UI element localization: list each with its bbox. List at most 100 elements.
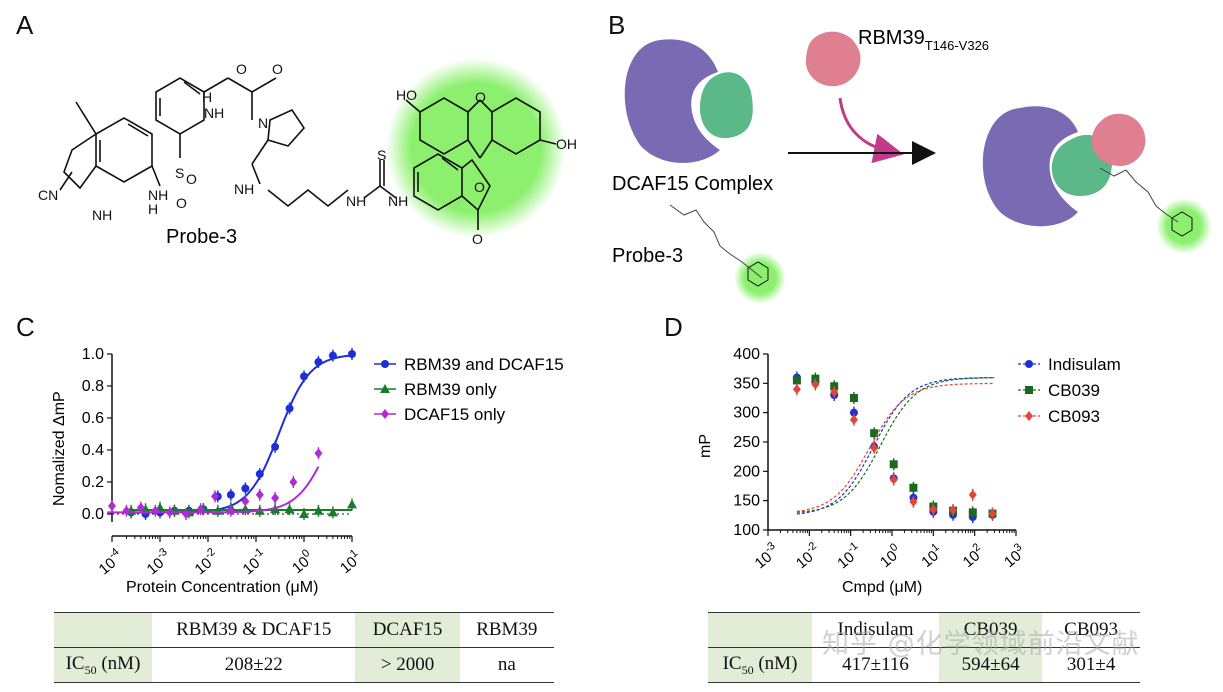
- atom-cn: CN: [38, 187, 58, 203]
- probe-3-mini-bound: [1099, 167, 1212, 254]
- chart-c-point-series-2: [122, 505, 131, 516]
- chart-c-xtick-label: 101: [335, 547, 365, 577]
- chart-d-point-series-2: [792, 384, 801, 395]
- chart-c-point-series-1: [299, 509, 309, 518]
- chart-c-ytick-label: 0.6: [82, 410, 104, 427]
- chart-d-ytick-label: 350: [733, 375, 760, 392]
- chart-d-point-series-2: [968, 489, 977, 500]
- chart-d-xtick-label: 10-3: [750, 540, 783, 572]
- chart-c-xlabel: Protein Concentration (μM): [126, 579, 318, 596]
- probe-label-b: Probe-3: [612, 245, 683, 267]
- chart-c-point-series-1: [140, 504, 151, 514]
- atom-nh-indole: NH: [92, 207, 112, 223]
- chart-d-ytick-label: 100: [733, 522, 760, 539]
- chart-c-point-series-2: [314, 448, 323, 459]
- atom-s-thio: S: [377, 147, 386, 163]
- table-c-value-rbm39-dcaf15: 208±22: [152, 647, 356, 683]
- chart-c-xtick-label: 10-2: [190, 546, 223, 578]
- table-d-header-empty: [708, 612, 812, 648]
- chart-d-xtick-label: 100: [875, 541, 905, 571]
- probe-label-a: Probe-3: [166, 226, 237, 248]
- atom-o-lactone: O: [474, 179, 485, 195]
- panel-label-d: D: [664, 312, 683, 342]
- chart-c-legend-label-1: RBM39 only: [404, 380, 497, 399]
- chart-c-legend-label-0: RBM39 and DCAF15: [404, 355, 564, 374]
- chart-c-plot-area: 0.0 0.2 0.4 0.6 0.8 1.0 10-4 10-3 10-2 10-1 100 101…: [82, 346, 564, 578]
- chart-d-xlabel: Cmpd (μM): [842, 579, 922, 596]
- table-c-value-dcaf15: > 2000: [355, 647, 460, 683]
- table-c-header-row: RBM39 & DCAF15 DCAF15 RBM39: [54, 612, 554, 648]
- chart-c-ytick-label: 0.8: [82, 378, 104, 395]
- chart-c-xtick-label: 10-4: [94, 546, 127, 578]
- chart-c-point-series-2: [108, 501, 116, 511]
- probe-3-mini-left: [669, 204, 786, 304]
- table-c-header-rbm39: RBM39: [459, 612, 554, 648]
- chart-c-point-series-2: [136, 502, 145, 513]
- atom-nh-sulfonamide: NH: [148, 187, 168, 203]
- chart-d-xtick-label: 103: [999, 541, 1029, 571]
- table-c-row-label: IC50 (nM): [54, 647, 152, 683]
- rbm39-pink-protein: [805, 31, 861, 87]
- chart-d-legend-marker-2: [1025, 411, 1033, 421]
- chart-c-point-series-0: [241, 484, 250, 493]
- chart-c-point-series-0: [271, 442, 280, 451]
- chart-c-point-series-0: [226, 490, 235, 499]
- chart-c-point-series-1: [327, 507, 338, 517]
- table-d-header-cb093: CB093: [1042, 612, 1140, 648]
- atom-nh-amine: NH: [234, 181, 254, 197]
- ic50-table-c: RBM39 & DCAF15 DCAF15 RBM39 IC50 (nM) 20…: [54, 612, 554, 683]
- chart-d-point-series-1: [849, 394, 858, 402]
- chart-d-point-series-2: [830, 387, 839, 398]
- chart-d-ytick-label: 300: [733, 405, 760, 422]
- dcaf15-purple-protein: [624, 39, 720, 163]
- chart-c-ylabel: Nomalized ΔmP: [51, 391, 68, 506]
- chart-d-ytick-label: 200: [733, 463, 760, 480]
- chart-c-point-series-2: [255, 489, 264, 500]
- chart-c-point-series-0: [328, 351, 337, 360]
- atom-nh-thiourea-right: NH: [388, 193, 408, 209]
- atom-o-ring: O: [475, 89, 486, 105]
- chart-c-point-series-2: [182, 509, 191, 519]
- chart-c-fit-curve-0: [126, 354, 353, 514]
- atom-s-sulfonyl: S: [175, 165, 184, 181]
- chart-c-ytick-label: 0.4: [82, 442, 104, 459]
- chart-c-xtick-label: 10-1: [238, 546, 271, 578]
- chart-d-point-series-1: [792, 376, 801, 385]
- table-d-header-cb039: CB039: [939, 612, 1043, 648]
- chart-d-point-series-2: [849, 414, 858, 425]
- chart-d: 100 150 200 250 300 350 400 10-310-210-1 100 101 1…: [697, 346, 1121, 596]
- chart-c-point-series-2: [289, 477, 298, 487]
- chart-d-fit-curve-0: [796, 377, 995, 515]
- chart-d-legend-marker-1: [1025, 386, 1033, 394]
- chart-d-ytick-label: 150: [733, 493, 760, 510]
- chart-c-point-series-1: [347, 499, 357, 509]
- table-c-header-rbm39-dcaf15: RBM39 & DCAF15: [152, 612, 356, 648]
- chart-d-legend-label-2: CB093: [1048, 407, 1100, 426]
- chart-c-point-series-2: [226, 505, 235, 516]
- atom-nh-thiourea-left: NH: [346, 193, 366, 209]
- chart-c-legend-marker-1: [380, 384, 390, 393]
- chart-c-ytick-label: 0.2: [82, 474, 104, 491]
- chart-c: 0.0 0.2 0.4 0.6 0.8 1.0 10-4 10-3 10-2 10-1 100 101…: [51, 346, 564, 596]
- chart-d-legend-label-0: Indisulam: [1048, 355, 1121, 374]
- chart-d-point-series-2: [909, 496, 918, 507]
- chart-c-point-series-0: [348, 350, 356, 358]
- chart-d-plot-area: 100 150 200 250 300 350 400 10-310-210-1 100 101 1…: [733, 346, 1120, 572]
- chart-c-xtick-label: 100: [287, 547, 317, 577]
- chart-d-point-series-2: [811, 379, 820, 390]
- atom-ho: HO: [396, 87, 417, 103]
- chart-c-point-series-0: [314, 358, 323, 366]
- ic50-table-d: Indisulam CB039 CB093 IC50 (nM) 417±116 …: [708, 612, 1140, 683]
- atom-o-sulfonyl-2: O: [176, 195, 187, 211]
- table-c-header-dcaf15: DCAF15: [355, 612, 460, 648]
- panel-label-c: C: [16, 312, 35, 342]
- table-c-value-row: IC50 (nM) 208±22 > 2000 na: [54, 647, 554, 683]
- chart-c-xtick-label: 10-3: [142, 546, 175, 578]
- atom-o-carbonyl: O: [472, 231, 483, 247]
- chart-c-ytick-label: 0.0: [82, 506, 104, 523]
- chart-c-legend-label-2: DCAF15 only: [404, 405, 506, 424]
- chart-d-fit-curve-1: [796, 377, 995, 513]
- table-d-row-label: IC50 (nM): [708, 647, 812, 683]
- atom-o-amide2: O: [272, 61, 283, 77]
- chart-d-point-series-0: [849, 408, 858, 417]
